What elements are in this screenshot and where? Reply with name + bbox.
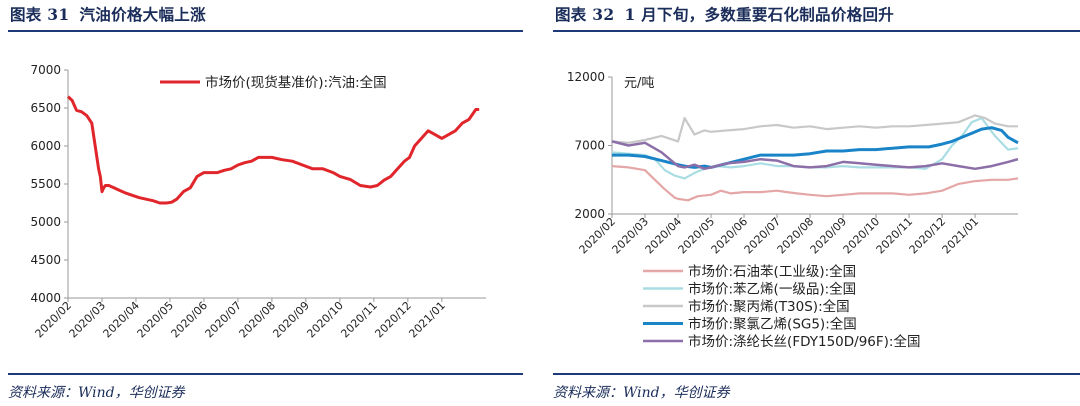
right-figure-title: 图表 32 1 月下旬，多数重要石化制品价格回升	[555, 3, 894, 25]
left-legend-label: 市场价(现货基准价):汽油:全国	[205, 74, 387, 91]
left-figure-label: 图表 31	[10, 5, 70, 24]
right-chart: 20007000120002020/022020/032020/042020/0…	[567, 70, 1019, 350]
left-chart-x-tick-label: 2020/05	[135, 299, 177, 341]
right-chart-y-tick-label: 7000	[574, 139, 605, 153]
left-figure-title: 图表 31 汽油价格大幅上涨	[10, 3, 206, 25]
left-chart-y-tick-label: 5000	[30, 215, 61, 229]
left-chart-y-tick-label: 6500	[30, 101, 61, 115]
left-chart-x-tick-label: 2020/07	[203, 299, 245, 341]
right-chart-series-line-1	[611, 165, 1019, 202]
right-unit-label: 元/吨	[624, 76, 654, 91]
right-legend-label-4: 市场价:聚氯乙烯(SG5):全国	[688, 316, 857, 333]
left-chart-x-tick-label: 2020/02	[33, 299, 75, 341]
left-chart-x-tick-label: 2020/04	[101, 299, 143, 341]
right-figure-label: 图表 32	[555, 5, 615, 24]
right-chart-y-tick-label: 12000	[567, 70, 605, 84]
right-source-note: 资料来源：Wind，华创证券	[553, 385, 730, 401]
left-chart-y-tick-label: 7000	[30, 63, 61, 77]
left-chart-y-tick-label: 4000	[30, 291, 61, 305]
right-bottom-rule	[553, 373, 1080, 375]
right-chart-y-tick-label: 2000	[574, 207, 605, 221]
left-chart-x-tick-label: 2020/08	[237, 299, 279, 341]
left-source-note: 资料来源：Wind，华创证券	[8, 385, 185, 401]
left-chart-x-tick-label: 2020/06	[169, 299, 211, 341]
right-legend-label-1: 市场价:石油苯(工业级):全国	[688, 263, 856, 280]
right-chart-x-tick-label: 2021/01	[940, 215, 982, 257]
left-chart-y-tick-label: 6000	[30, 139, 61, 153]
right-chart-series-line-3	[611, 114, 1018, 144]
right-legend-label-3: 市场价:聚丙烯(T30S):全国	[688, 298, 850, 315]
left-chart-y-tick-label: 4500	[30, 253, 61, 267]
left-chart-x-tick-label: 2020/09	[270, 299, 312, 341]
left-chart-x-tick-label: 2020/10	[304, 299, 346, 341]
left-chart: 40004500500055006000650070002020/022020/…	[30, 63, 486, 341]
left-chart-x-tick-label: 2020/03	[67, 299, 109, 341]
right-title-text: 1 月下旬，多数重要石化制品价格回升	[624, 5, 895, 24]
right-legend-label-5: 市场价:涤纶长丝(FDY150D/96F):全国	[688, 333, 920, 350]
right-legend-label-2: 市场价:苯乙烯(一级品):全国	[688, 281, 856, 298]
left-chart-y-tick-label: 5500	[30, 177, 61, 191]
left-chart-x-tick-label: 2020/12	[372, 299, 414, 341]
left-chart-series-line-1	[66, 95, 480, 205]
right-top-rule	[553, 30, 1080, 32]
left-top-rule	[8, 30, 523, 32]
left-panel: 图表 31 汽油价格大幅上涨 4000 4500 5000 5500 6000 6500 70…	[0, 0, 523, 406]
right-panel: 图表 32 1 月下旬，多数重要石化制品价格回升 2000 7000 12000 202…	[545, 0, 1080, 406]
left-title-text: 汽油价格大幅上涨	[79, 5, 206, 24]
left-bottom-rule	[8, 373, 523, 375]
right-chart-series-line-5	[611, 140, 1019, 171]
left-chart-x-tick-label: 2021/01	[406, 299, 448, 341]
left-chart-x-tick-label: 2020/11	[338, 299, 380, 341]
